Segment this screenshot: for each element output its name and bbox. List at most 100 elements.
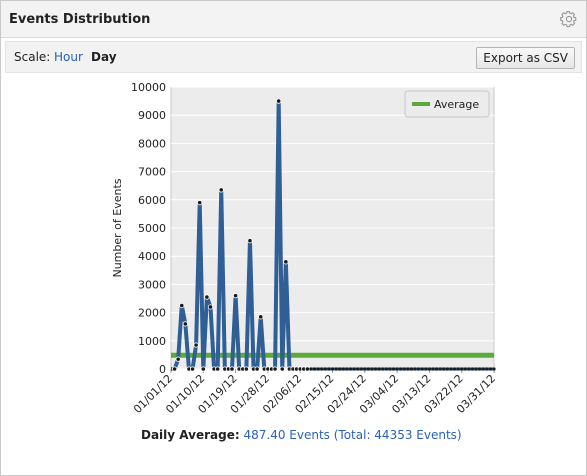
events-data-point (345, 367, 349, 371)
events-data-point (370, 367, 374, 371)
events-data-point (420, 367, 424, 371)
events-data-point (258, 314, 264, 320)
y-tick-label: 1000 (138, 335, 166, 348)
chart-legend: Average (404, 90, 490, 118)
events-data-point (417, 367, 421, 371)
scale-option-hour[interactable]: Hour (54, 50, 83, 64)
events-data-point (276, 98, 282, 104)
export-csv-button[interactable]: Export as CSV (476, 47, 575, 69)
events-data-point (456, 367, 460, 371)
events-data-point (474, 367, 478, 371)
events-data-point (478, 367, 482, 371)
events-data-point (254, 366, 260, 372)
events-data-point (352, 367, 356, 371)
scale-label: Scale: (14, 50, 51, 64)
events-data-point (341, 367, 345, 371)
y-tick-label: 4000 (138, 250, 166, 263)
events-data-point (193, 342, 199, 348)
events-data-point (488, 367, 493, 371)
events-data-point (384, 367, 388, 371)
events-data-point (316, 367, 320, 371)
events-data-point (395, 367, 399, 371)
events-data-point (481, 367, 485, 371)
events-data-point (356, 367, 360, 371)
events-data-point (388, 367, 392, 371)
events-data-point (424, 367, 428, 371)
events-data-point (434, 367, 439, 371)
events-data-point (373, 367, 378, 371)
events-data-point (182, 321, 188, 327)
scale-option-day[interactable]: Day (91, 50, 117, 64)
events-data-point (175, 356, 181, 362)
events-data-point (492, 367, 496, 371)
y-tick-label: 7000 (138, 166, 166, 179)
events-data-point (366, 367, 370, 371)
events-data-point (327, 367, 331, 371)
y-tick-label: 0 (159, 363, 166, 376)
events-data-point (330, 367, 335, 371)
events-data-point (359, 367, 363, 371)
events-data-point (470, 367, 475, 371)
daily-average-value: 487.40 Events (Total: 44353 Events) (243, 428, 462, 442)
y-tick-label: 5000 (138, 222, 166, 235)
events-data-point (243, 366, 249, 372)
events-data-point (449, 367, 453, 371)
events-data-point (348, 367, 353, 371)
events-data-point (406, 367, 410, 371)
events-data-point (304, 366, 310, 372)
daily-average-label: Daily Average: (141, 428, 240, 442)
events-data-point (452, 367, 457, 371)
events-data-point (312, 367, 317, 371)
events-data-point (272, 366, 278, 372)
events-data-point (413, 367, 417, 371)
y-tick-label: 8000 (138, 137, 166, 150)
events-data-point (171, 366, 178, 372)
events-data-point (409, 367, 414, 371)
panel-header: Events Distribution (1, 1, 586, 38)
events-chart: 0 1000 2000 3000 4000 5000 6000 7000 8000 9000 100… (111, 81, 498, 416)
events-data-point (197, 200, 203, 206)
events-data-point (485, 367, 489, 371)
y-tick-label: 2000 (138, 307, 166, 320)
events-data-point (309, 367, 313, 371)
events-data-point (460, 367, 464, 371)
events-data-point (200, 366, 206, 372)
events-data-point (338, 367, 342, 371)
events-data-point (427, 367, 431, 371)
events-data-point (189, 366, 196, 372)
events-data-point (320, 367, 324, 371)
events-data-point (445, 367, 449, 371)
daily-average-summary: Daily Average: 487.40 Events (Total: 443… (141, 428, 462, 442)
events-data-point (323, 367, 327, 371)
events-data-point (334, 367, 338, 371)
events-data-point (377, 367, 381, 371)
events-data-point (381, 367, 385, 371)
events-data-point (283, 259, 289, 265)
events-data-point (215, 366, 221, 372)
events-data-point (391, 367, 396, 371)
events-data-point (399, 367, 403, 371)
y-tick-label: 3000 (138, 278, 166, 291)
events-data-point (402, 367, 406, 371)
y-axis-label: Number of Events (111, 178, 124, 277)
legend-average-label: Average (434, 98, 479, 111)
events-data-point (179, 302, 185, 309)
events-data-point (363, 367, 367, 371)
events-data-point (247, 238, 253, 244)
events-data-point (438, 367, 442, 371)
events-data-point (431, 367, 435, 371)
events-data-point (218, 187, 224, 193)
events-data-point (279, 366, 285, 372)
panel-title: Events Distribution (9, 12, 151, 27)
events-data-point (229, 366, 235, 372)
y-tick-label: 10000 (131, 81, 166, 94)
y-tick-label: 6000 (138, 194, 166, 207)
scale-toolbar: Scale: Hour Day Export as CSV (5, 41, 582, 73)
legend-box (404, 90, 490, 118)
events-data-point (463, 367, 467, 371)
events-data-point (233, 293, 239, 299)
gear-icon[interactable] (560, 10, 578, 28)
events-data-point (467, 367, 471, 371)
events-data-point (204, 294, 210, 300)
